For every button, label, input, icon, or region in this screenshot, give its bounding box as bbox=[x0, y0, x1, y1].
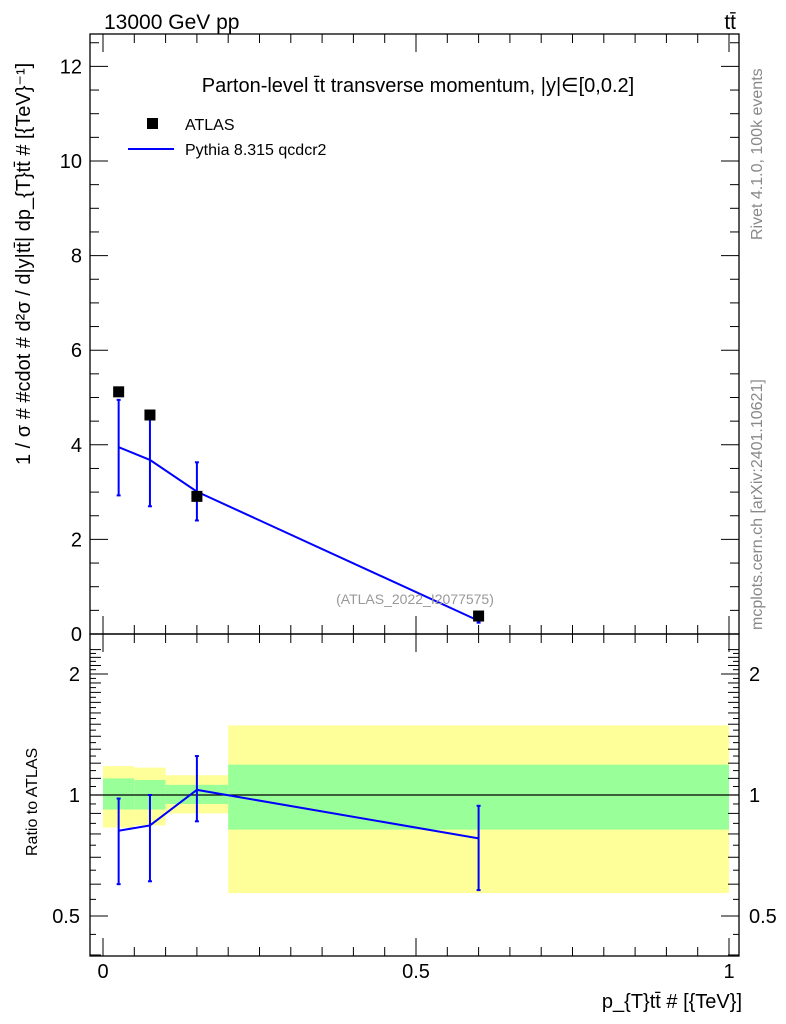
ratio-ytick-label-right: 1 bbox=[749, 785, 760, 807]
ratio-ylabel: Ratio to ATLAS bbox=[24, 748, 41, 856]
ratio-ytick-label-right: 2 bbox=[749, 664, 760, 686]
ratio-ytick-label: 0.5 bbox=[52, 906, 80, 928]
legend: ATLAS Pythia 8.315 qcdcr2 bbox=[128, 117, 327, 159]
beam-label: 13000 GeV pp bbox=[104, 11, 239, 34]
main-title: Parton-level t̄t transverse momentum, |y… bbox=[202, 75, 634, 97]
main-panel: 0 2 4 6 8 10 12 Parton-level t̄t transverse mo… bbox=[13, 33, 740, 646]
main-ylabel: 1 / σ # #cdot # d²σ / d|y|tt̄| dp_{T}tt̄… bbox=[13, 63, 35, 465]
xtick-label: 1 bbox=[723, 961, 734, 983]
main-ytick-label: 6 bbox=[71, 340, 82, 362]
legend-atlas-label: ATLAS bbox=[185, 117, 235, 134]
main-marks bbox=[113, 386, 485, 624]
main-ticks: 0 2 4 6 8 10 12 bbox=[60, 34, 739, 646]
main-ytick-label: 0 bbox=[71, 624, 82, 646]
xtick-label: 0.5 bbox=[402, 961, 430, 983]
atlas-point bbox=[144, 409, 156, 421]
main-ytick-label: 8 bbox=[71, 246, 82, 268]
atlas-point bbox=[113, 386, 125, 398]
rivet-label: Rivet 4.1.0, 100k events bbox=[749, 68, 766, 240]
legend-atlas-marker bbox=[147, 118, 158, 129]
xtick-label: 0 bbox=[97, 961, 108, 983]
ratio-ytick-label-right: 0.5 bbox=[749, 906, 777, 928]
main-ytick-label: 12 bbox=[60, 56, 82, 78]
main-ytick-label: 4 bbox=[71, 435, 82, 457]
main-ytick-label: 10 bbox=[60, 151, 82, 173]
watermark: (ATLAS_2022_I2077575) bbox=[336, 591, 494, 607]
atlas-point bbox=[191, 490, 203, 502]
atlas-point bbox=[473, 610, 485, 622]
legend-pythia-label: Pythia 8.315 qcdcr2 bbox=[185, 142, 327, 159]
ratio-ticks: 0.5 0.5 1 1 2 2 0 0.5 1 bbox=[52, 634, 777, 983]
ratio-ytick-label: 2 bbox=[69, 664, 80, 686]
mcplots-label: mcplots.cern.ch [arXiv:2401.10621] bbox=[749, 379, 766, 630]
x-axis-label: p_{T}tt̄ # [{TeV}] bbox=[602, 991, 742, 1013]
ratio-panel: 0.5 0.5 1 1 2 2 0 0.5 1 Ratio to ATLAS p_{T}tt̄ … bbox=[24, 633, 777, 1013]
ratio-line bbox=[118, 788, 479, 840]
main-ytick-label: 2 bbox=[71, 529, 82, 551]
pythia-line bbox=[118, 446, 480, 622]
ratio-marks bbox=[116, 755, 481, 892]
ratio-ytick-label: 1 bbox=[69, 785, 80, 807]
process-label: tt̄ bbox=[724, 11, 736, 34]
